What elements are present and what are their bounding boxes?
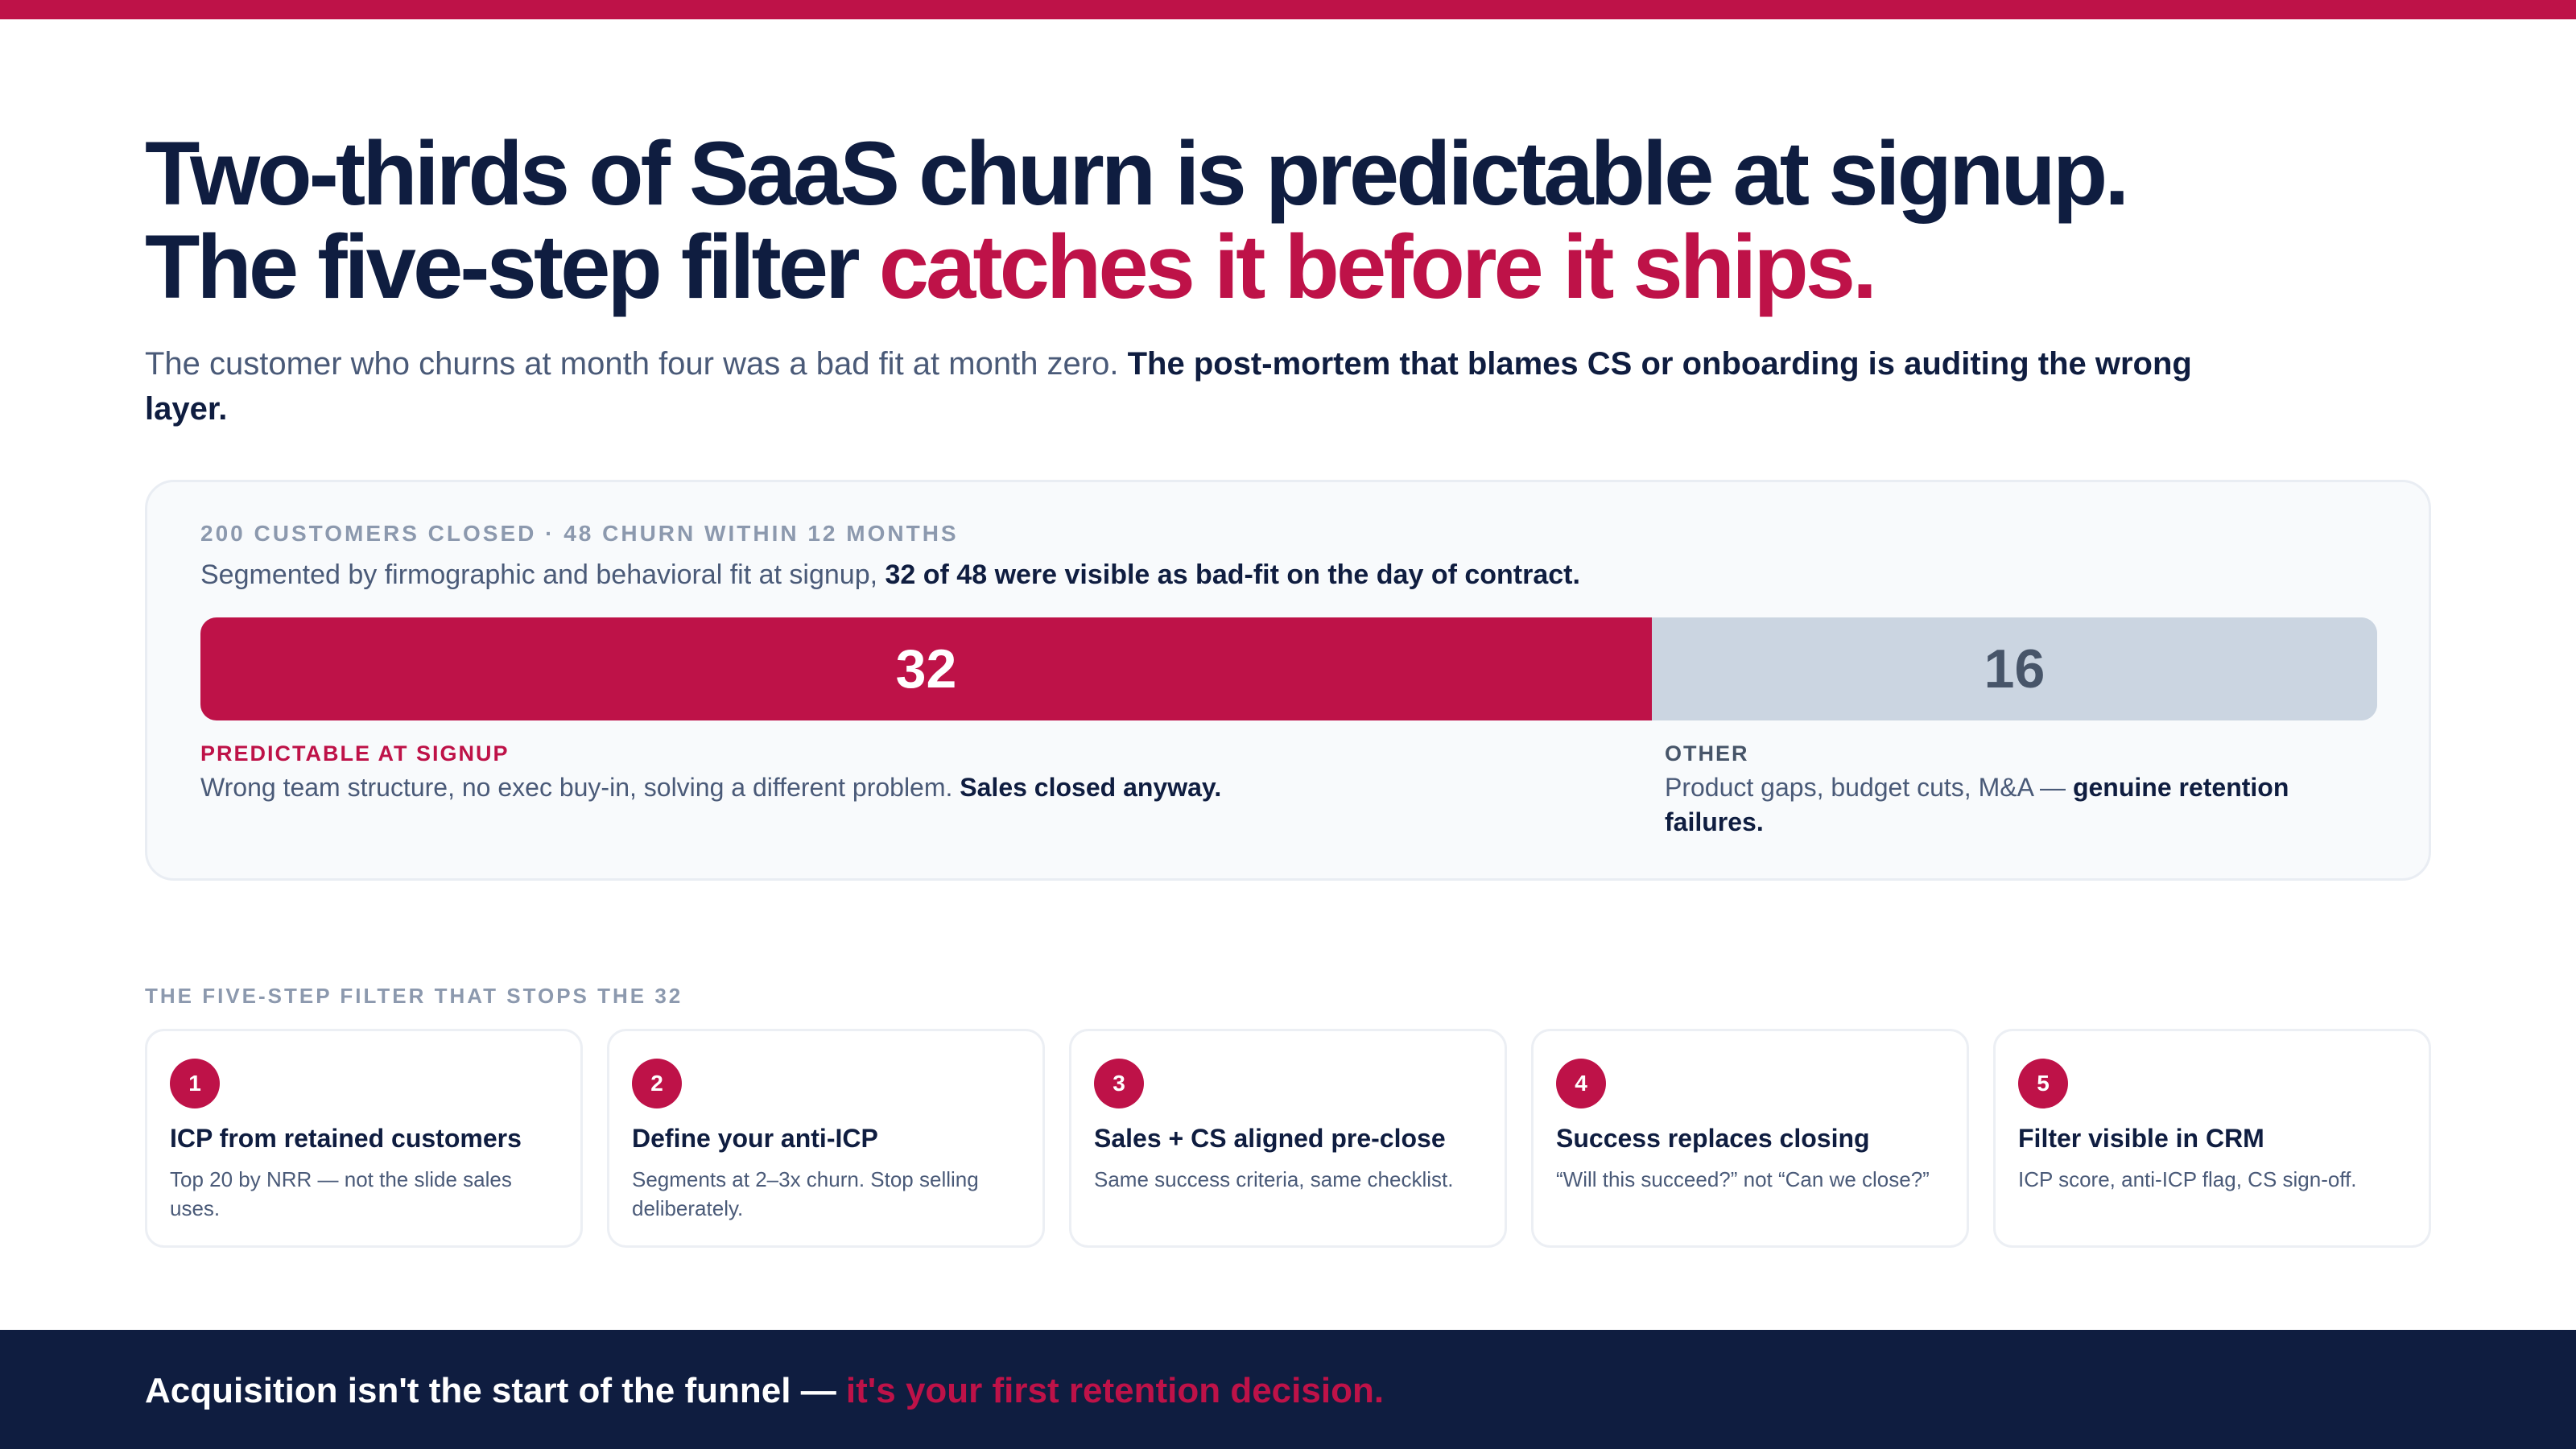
top-accent-bar xyxy=(0,0,2576,19)
step-title: Define your anti-ICP xyxy=(632,1124,878,1153)
predictable-title: PREDICTABLE AT SIGNUP xyxy=(200,741,510,766)
predictable-count: 32 xyxy=(895,638,957,700)
step-title: Sales + CS aligned pre-close xyxy=(1094,1124,1446,1153)
predictable-segment: 32 xyxy=(200,617,1652,720)
step-title: ICP from retained customers xyxy=(170,1124,522,1153)
step-number-badge: 2 xyxy=(632,1059,682,1108)
step-number-badge: 4 xyxy=(1556,1059,1606,1108)
step-card-2: 2 Define your anti-ICP Segments at 2–3x … xyxy=(607,1029,1045,1248)
step-description: Top 20 by NRR — not the slide sales uses… xyxy=(170,1167,512,1220)
step-card-3: 3 Sales + CS aligned pre-close Same succ… xyxy=(1069,1029,1507,1248)
steps-eyebrow: THE FIVE-STEP FILTER THAT STOPS THE 32 xyxy=(145,984,683,1008)
headline-accent: catches it before it ships. xyxy=(878,217,1877,317)
step-card-1: 1 ICP from retained customers Top 20 by … xyxy=(145,1029,583,1248)
step-description: Segments at 2–3x churn. Stop selling del… xyxy=(632,1167,979,1220)
step-card-5: 5 Filter visible in CRM ICP score, anti-… xyxy=(1993,1029,2431,1248)
subhead-emphasis: The post-mortem that blames CS or onboar… xyxy=(145,346,2192,427)
subheadline: The customer who churns at month four wa… xyxy=(145,341,2222,431)
step-title: Success replaces closing xyxy=(1556,1124,1870,1153)
step-card-4: 4 Success replaces closing “Will this su… xyxy=(1531,1029,1969,1248)
steps-row: 1 ICP from retained customers Top 20 by … xyxy=(145,1029,2431,1248)
other-description: Product gaps, budget cuts, M&A — genuine… xyxy=(1665,770,2313,840)
step-number-badge: 3 xyxy=(1094,1059,1144,1108)
panel-desc-text: Segmented by firmographic and behavioral… xyxy=(200,559,886,590)
churn-breakdown-panel: 200 CUSTOMERS CLOSED · 48 CHURN WITHIN 1… xyxy=(145,480,2431,881)
footer-text: Acquisition isn't the start of the funne… xyxy=(145,1371,846,1410)
panel-description: Segmented by firmographic and behavioral… xyxy=(200,556,1580,593)
step-number-badge: 5 xyxy=(2018,1059,2068,1108)
other-segment: 16 xyxy=(1652,617,2377,720)
footer-statement: Acquisition isn't the start of the funne… xyxy=(145,1368,1384,1414)
predictable-description: Wrong team structure, no exec buy-in, so… xyxy=(200,770,1620,805)
predictable-legend: PREDICTABLE AT SIGNUP Wrong team structu… xyxy=(200,740,1620,805)
other-count: 16 xyxy=(1984,638,2046,700)
step-title: Filter visible in CRM xyxy=(2018,1124,2264,1153)
predictable-desc-emphasis: Sales closed anyway. xyxy=(960,773,1222,802)
predictable-desc-text: Wrong team structure, no exec buy-in, so… xyxy=(200,773,960,802)
step-description: ICP score, anti-ICP flag, CS sign-off. xyxy=(2018,1167,2357,1191)
headline-line-1: Two-thirds of SaaS churn is predictable … xyxy=(145,123,2129,224)
step-number-badge: 1 xyxy=(170,1059,220,1108)
churn-split-bar: 32 16 xyxy=(200,617,2377,720)
other-title: OTHER xyxy=(1665,741,1749,766)
step-description: “Will this succeed?” not “Can we close?” xyxy=(1556,1167,1930,1191)
subhead-text: The customer who churns at month four wa… xyxy=(145,346,1128,382)
other-desc-emphasis: genuine retention failures. xyxy=(1665,773,2289,836)
panel-desc-emphasis: 32 of 48 were visible as bad-fit on the … xyxy=(885,559,1580,590)
footer-accent: it's your first retention decision. xyxy=(845,1371,1385,1410)
footer-banner: Acquisition isn't the start of the funne… xyxy=(0,1330,2576,1449)
headline: Two-thirds of SaaS churn is predictable … xyxy=(145,127,2399,314)
headline-line-2: The five-step filter xyxy=(145,217,879,317)
step-description: Same success criteria, same checklist. xyxy=(1094,1167,1454,1191)
other-desc-text: Product gaps, budget cuts, M&A — xyxy=(1665,773,2073,802)
other-legend: OTHER Product gaps, budget cuts, M&A — g… xyxy=(1665,740,2313,840)
panel-eyebrow: 200 CUSTOMERS CLOSED · 48 CHURN WITHIN 1… xyxy=(200,521,959,546)
